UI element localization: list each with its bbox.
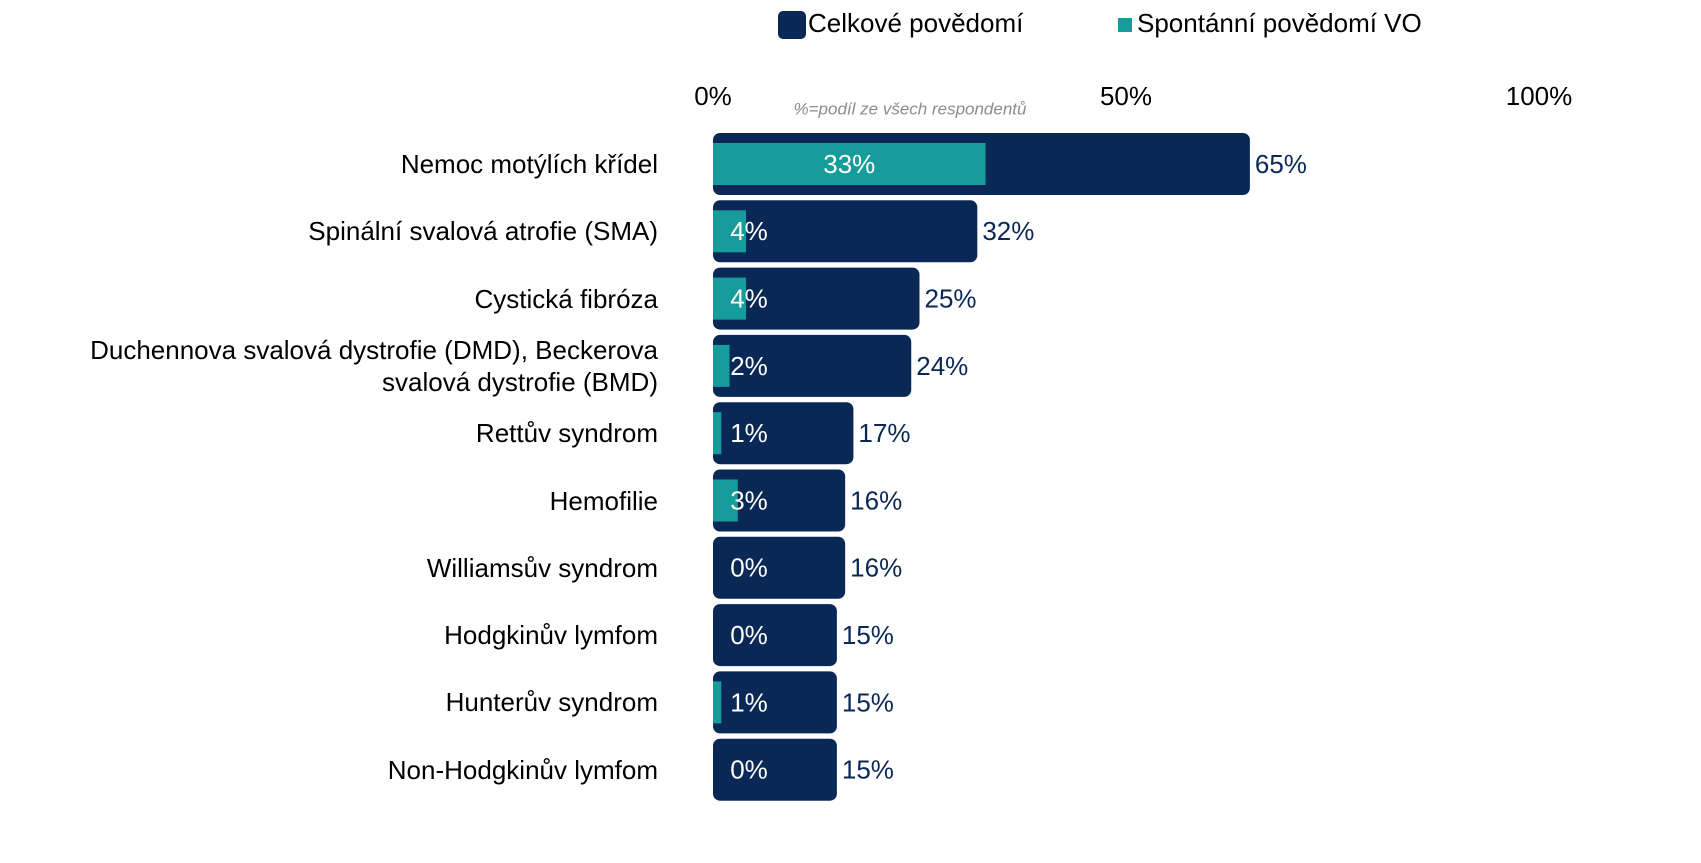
value-label: 32% — [982, 216, 1034, 246]
value-label: 0% — [730, 553, 768, 583]
category-label: Cystická fibróza — [474, 283, 659, 314]
legend-label: Celkové povědomí — [808, 8, 1024, 38]
legend-swatch — [778, 11, 806, 39]
category-label: Hunterův syndrom — [445, 687, 658, 718]
value-label: 17% — [858, 418, 910, 448]
value-label: 1% — [730, 418, 768, 448]
bar — [713, 536, 846, 599]
value-label: 15% — [842, 687, 894, 717]
bar — [713, 604, 837, 667]
bar — [713, 334, 912, 397]
x-tick-label: 50% — [1100, 81, 1152, 111]
value-label: 2% — [730, 351, 768, 381]
category-label: Duchennova svalová dystrofie (DMD), Beck… — [90, 334, 658, 397]
bar — [713, 277, 747, 320]
value-label: 65% — [1255, 149, 1307, 179]
value-label: 15% — [842, 755, 894, 785]
category-label: Non-Hodgkinův lymfom — [387, 754, 658, 785]
value-label: 24% — [916, 351, 968, 381]
value-label: 0% — [730, 755, 768, 785]
bar — [713, 267, 920, 330]
value-label: 25% — [925, 283, 977, 313]
value-label: 33% — [823, 149, 875, 179]
bar — [713, 479, 738, 522]
value-label: 16% — [850, 553, 902, 583]
bar — [713, 469, 846, 532]
category-label: Hemofilie — [549, 485, 658, 516]
legend-label: Spontánní povědomí VO — [1137, 8, 1422, 38]
value-label: 3% — [730, 485, 768, 515]
value-label: 1% — [730, 687, 768, 717]
bar — [713, 738, 837, 801]
legend-swatch — [1118, 18, 1132, 32]
chart-note: %=podíl ze všech respondentů — [794, 99, 1028, 118]
bar — [713, 671, 837, 734]
category-label: Hodgkinův lymfom — [444, 620, 658, 651]
value-label: 0% — [730, 620, 768, 650]
value-label: 4% — [730, 283, 768, 313]
bar — [713, 143, 986, 185]
value-label: 4% — [730, 216, 768, 246]
x-tick-label: 0% — [694, 81, 732, 111]
value-label: 15% — [842, 620, 894, 650]
category-label: Spinální svalová atrofie (SMA) — [308, 216, 658, 247]
bar — [713, 200, 978, 263]
bar — [713, 412, 722, 455]
category-label: Nemoc motýlích křídel — [400, 149, 658, 179]
bar — [713, 402, 854, 465]
value-label: 16% — [850, 485, 902, 515]
category-label: Rettův syndrom — [475, 418, 658, 449]
bar — [713, 210, 747, 253]
bar — [713, 681, 722, 724]
category-label: Williamsův syndrom — [426, 552, 658, 583]
x-tick-label: 100% — [1506, 81, 1573, 111]
bar — [713, 344, 730, 387]
